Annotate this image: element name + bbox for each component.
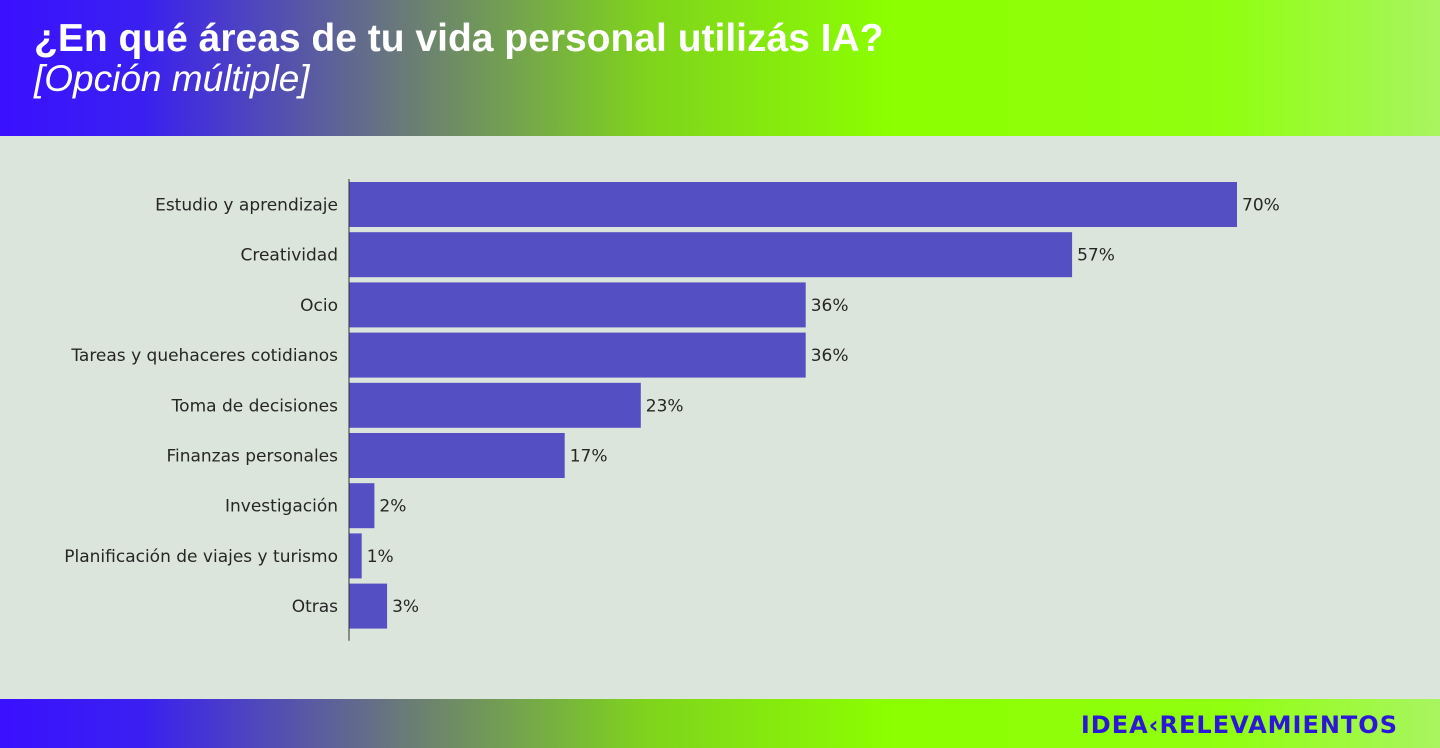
bar xyxy=(349,332,806,378)
category-label: Tareas y quehaceres cotidianos xyxy=(70,346,338,366)
bar xyxy=(349,382,641,428)
value-label: 2% xyxy=(379,497,406,517)
footer-banner: IDEA‹RELEVAMIENTOS xyxy=(0,699,1440,748)
header-banner: ¿En qué áreas de tu vida personal utiliz… xyxy=(0,0,1440,136)
category-label: Finanzas personales xyxy=(166,447,338,467)
value-label: 23% xyxy=(646,396,684,416)
category-label: Otras xyxy=(292,597,338,617)
bar xyxy=(349,282,806,328)
category-label: Ocio xyxy=(300,296,338,316)
brand-logo-text: IDEA‹RELEVAMIENTOS xyxy=(1080,711,1398,739)
page-title: ¿En qué áreas de tu vida personal utiliz… xyxy=(34,17,884,60)
brand-logo: IDEA‹RELEVAMIENTOS xyxy=(1081,711,1398,739)
chart-area: Estudio y aprendizaje 70% Creatividad 57% Oc… xyxy=(0,136,1440,699)
bar xyxy=(349,583,388,629)
category-label: Planificación de viajes y turismo xyxy=(64,547,338,567)
value-label: 57% xyxy=(1077,246,1115,266)
category-label: Investigación xyxy=(225,497,338,517)
bar xyxy=(349,433,565,478)
bar xyxy=(349,232,1073,278)
bar xyxy=(349,533,362,579)
bar-chart: Estudio y aprendizaje 70% Creatividad 57% Oc… xyxy=(64,179,1280,641)
bar xyxy=(349,182,1237,227)
value-label: 1% xyxy=(367,547,394,567)
bar xyxy=(349,483,375,529)
category-label: Toma de decisiones xyxy=(171,396,338,416)
value-label: 36% xyxy=(811,346,849,366)
page-subtitle: [Opción múltiple] xyxy=(34,58,310,99)
value-label: 70% xyxy=(1242,196,1280,216)
value-label: 3% xyxy=(392,597,419,617)
category-label: Estudio y aprendizaje xyxy=(155,196,338,216)
category-label: Creatividad xyxy=(240,246,338,266)
value-label: 17% xyxy=(570,447,608,467)
value-label: 36% xyxy=(811,296,849,316)
